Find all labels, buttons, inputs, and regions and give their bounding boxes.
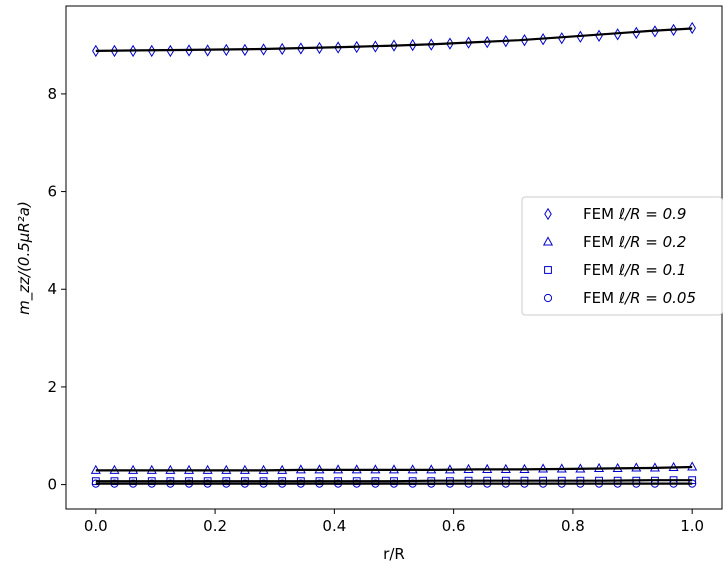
legend-marker-diamond	[544, 207, 552, 221]
fit-line-3	[95, 479, 693, 483]
data-point-diamond	[334, 41, 342, 54]
x-tick-label: 0.6	[442, 517, 466, 535]
legend-entry: FEM ℓ/R = 0.2	[583, 233, 686, 251]
data-point-diamond	[390, 39, 398, 52]
x-tick-label: 0.2	[203, 517, 227, 535]
data-point-diamond	[129, 44, 137, 58]
legend-entry: FEM ℓ/R = 0.1	[583, 261, 686, 279]
data-point-diamond	[483, 35, 491, 49]
legend: FEM ℓ/R = 0.9 FEM ℓ/R = 0.2 FEM ℓ/R = 0.1 F…	[521, 196, 723, 316]
y-tick-label: 2	[47, 378, 57, 396]
data-point-diamond	[464, 36, 473, 49]
x-tick-label: 0.0	[84, 517, 108, 535]
fit-line-1	[95, 27, 693, 52]
y-axis: 0 2 4 6 8	[47, 85, 66, 494]
data-point-diamond	[371, 40, 380, 53]
legend-box	[521, 196, 723, 316]
x-axis-label: r/R	[383, 545, 405, 563]
data-point-diamond	[222, 43, 231, 57]
data-point-diamond	[278, 42, 286, 56]
data-point-diamond	[259, 43, 268, 56]
y-tick-label: 0	[47, 476, 57, 494]
legend-marker-circle	[543, 293, 553, 303]
data-point-diamond	[315, 41, 324, 55]
x-tick-label: 1.0	[680, 517, 704, 535]
y-tick-label: 4	[47, 280, 57, 298]
data-point-diamond	[520, 34, 529, 47]
data-point-diamond	[427, 38, 436, 51]
data-point-diamond	[688, 21, 696, 35]
data-point-diamond	[669, 23, 678, 37]
data-point-diamond	[408, 38, 417, 52]
y-tick-label: 8	[47, 85, 57, 103]
data-point-diamond	[297, 42, 305, 55]
legend-entry: FEM ℓ/R = 0.9	[583, 205, 686, 223]
x-axis: 0.0 0.2 0.4 0.6 0.8 1.0	[84, 509, 704, 535]
x-tick-label: 0.8	[561, 517, 585, 535]
data-point-diamond	[92, 44, 100, 58]
data-point-diamond	[185, 44, 193, 57]
data-point-diamond	[110, 44, 119, 58]
y-tick-label: 6	[47, 183, 57, 201]
fit-lines	[95, 27, 693, 485]
x-tick-label: 0.4	[322, 517, 346, 535]
legend-entry: FEM ℓ/R = 0.05	[583, 289, 696, 307]
data-point-diamond	[352, 40, 361, 54]
data-point-diamond	[502, 35, 510, 48]
data-point-diamond	[446, 37, 454, 50]
fit-line-2	[95, 465, 693, 472]
legend-marker-square	[544, 266, 552, 274]
legend-marker-triangle	[542, 236, 554, 246]
y-axis-label: m_zz/(0.5μR²a)	[15, 201, 34, 315]
